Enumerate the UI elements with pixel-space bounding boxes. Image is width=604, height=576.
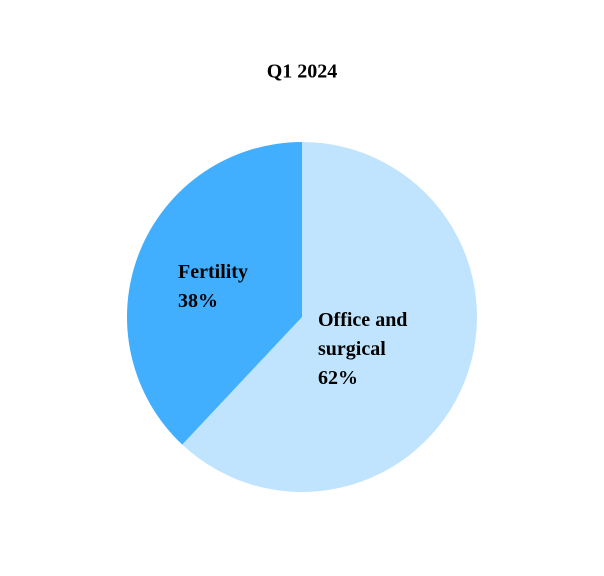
chart-title: Q1 2024 (267, 61, 338, 83)
pie-slice (127, 142, 302, 445)
slice-label: Office and surgical 62% (318, 306, 438, 393)
pie-slice (182, 142, 478, 492)
slice-label: Fertility 38% (178, 258, 278, 316)
category-label: Fertility (178, 261, 248, 283)
value-label: 38% (178, 290, 218, 312)
category-label: Office and surgical (318, 309, 408, 360)
value-label: 62% (318, 367, 358, 389)
